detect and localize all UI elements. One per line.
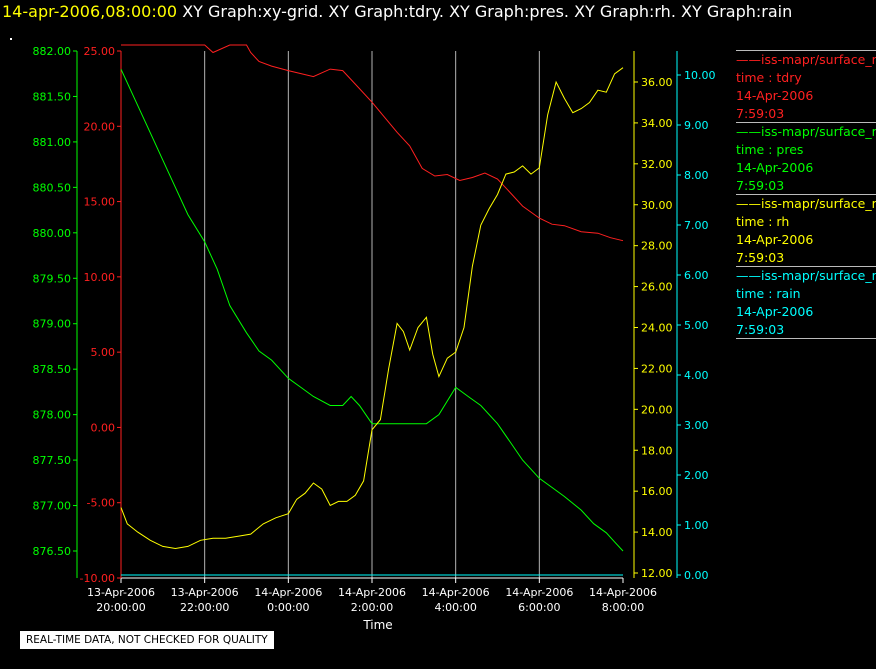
x-tick-label: 8:00:00 bbox=[602, 601, 644, 614]
rh-tick-label: 14.00 bbox=[641, 526, 673, 539]
tdry-tick-label: 25.00 bbox=[84, 45, 116, 58]
pres-tick-label: 881.50 bbox=[33, 90, 72, 103]
rh-tick-label: 32.00 bbox=[641, 158, 673, 171]
rh-tick-label: 26.00 bbox=[641, 281, 673, 294]
rh-tick-label: 34.00 bbox=[641, 117, 673, 130]
tdry-tick-label: 0.00 bbox=[91, 421, 116, 434]
rh-tick-label: 36.00 bbox=[641, 76, 673, 89]
legend-var: time : tdry bbox=[736, 70, 802, 85]
legend-time: 7:59:03 bbox=[736, 106, 785, 121]
rh-tick-label: 30.00 bbox=[641, 199, 673, 212]
legend-date: 14-Apr-2006 bbox=[736, 160, 814, 175]
rain-tick-label: 1.00 bbox=[684, 519, 709, 532]
tdry-tick-label: 10.00 bbox=[84, 271, 116, 284]
rh-tick-label: 28.00 bbox=[641, 240, 673, 253]
x-tick-label: 4:00:00 bbox=[434, 601, 476, 614]
x-tick-label: 0:00:00 bbox=[267, 601, 309, 614]
legend-time: 7:59:03 bbox=[736, 178, 785, 193]
x-axis-label: Time bbox=[362, 618, 392, 632]
tdry-tick-label: 15.00 bbox=[84, 196, 116, 209]
legend-date: 14-Apr-2006 bbox=[736, 88, 814, 103]
pres-tick-label: 878.00 bbox=[33, 409, 72, 422]
tdry-tick-label: 20.00 bbox=[84, 120, 116, 133]
x-tick-label: 20:00:00 bbox=[96, 601, 145, 614]
pres-tick-label: 882.00 bbox=[33, 45, 72, 58]
x-tick-label: 14-Apr-2006 bbox=[422, 586, 490, 599]
legend-name: ——iss-mapr/surface_m bbox=[736, 196, 876, 211]
pres-tick-label: 878.50 bbox=[33, 363, 72, 376]
legend-name: ——iss-mapr/surface_m bbox=[736, 124, 876, 139]
tdry-tick-label: -5.00 bbox=[87, 497, 115, 510]
rain-tick-label: 0.00 bbox=[684, 569, 709, 582]
x-tick-label: 2:00:00 bbox=[351, 601, 393, 614]
legend-name: ——iss-mapr/surface_m bbox=[736, 268, 876, 283]
pres-tick-label: 877.50 bbox=[33, 454, 72, 467]
legend-var: time : pres bbox=[736, 142, 804, 157]
axes: 13-Apr-2006 20:00:00 13-Apr-2006 22:00:00 14… bbox=[33, 45, 716, 614]
rh-tick-label: 24.00 bbox=[641, 322, 673, 335]
x-tick-label: 14-Apr-2006 bbox=[338, 586, 406, 599]
quality-disclaimer: REAL-TIME DATA, NOT CHECKED FOR QUALITY bbox=[20, 631, 274, 649]
rain-tick-label: 10.00 bbox=[684, 69, 716, 82]
series-lines bbox=[120, 44, 624, 576]
legend-divider bbox=[736, 338, 876, 339]
pres-tick-label: 879.50 bbox=[33, 272, 72, 285]
x-tick-label: 14-Apr-2006 bbox=[505, 586, 573, 599]
pres-tick-label: 879.00 bbox=[33, 318, 72, 331]
rain-tick-label: 7.00 bbox=[684, 219, 709, 232]
pres-tick-label: 881.00 bbox=[33, 136, 72, 149]
x-tick-label: 13-Apr-2006 bbox=[87, 586, 155, 599]
pres-tick-label: 880.50 bbox=[33, 181, 72, 194]
rh-tick-label: 12.00 bbox=[641, 567, 673, 580]
rh-tick-label: 18.00 bbox=[641, 444, 673, 457]
rain-tick-label: 8.00 bbox=[684, 169, 709, 182]
x-tick-label: 14-Apr-2006 bbox=[589, 586, 657, 599]
rain-tick-label: 6.00 bbox=[684, 269, 709, 282]
x-tick-label: 6:00:00 bbox=[518, 601, 560, 614]
legend: ——iss-mapr/surface_m time : tdry 14-Apr-20… bbox=[736, 50, 876, 339]
header-datetime: 14-apr-2006,08:00:00 bbox=[2, 2, 178, 21]
rain-tick-label: 2.00 bbox=[684, 469, 709, 482]
legend-var: time : rain bbox=[736, 286, 801, 301]
marker-dot bbox=[10, 38, 12, 40]
graph-header: 14-apr-2006,08:00:00 XY Graph:xy-grid. X… bbox=[0, 0, 876, 28]
series-rh-line bbox=[120, 67, 624, 550]
pres-tick-label: 880.00 bbox=[33, 227, 72, 240]
series-pres-line bbox=[120, 68, 624, 552]
rain-tick-label: 4.00 bbox=[684, 369, 709, 382]
grid-lines bbox=[204, 51, 540, 578]
series-tdry-line bbox=[121, 44, 624, 242]
legend-date: 14-Apr-2006 bbox=[736, 232, 814, 247]
rh-tick-label: 20.00 bbox=[641, 403, 673, 416]
rain-tick-label: 3.00 bbox=[684, 419, 709, 432]
legend-time: 7:59:03 bbox=[736, 250, 785, 265]
header-graph-titles: XY Graph:xy-grid. XY Graph:tdry. XY Grap… bbox=[182, 2, 793, 21]
pres-tick-label: 877.00 bbox=[33, 500, 72, 513]
rain-tick-label: 5.00 bbox=[684, 319, 709, 332]
legend-date: 14-Apr-2006 bbox=[736, 304, 814, 319]
x-tick-label: 22:00:00 bbox=[180, 601, 229, 614]
x-tick-label: 13-Apr-2006 bbox=[171, 586, 239, 599]
rh-tick-label: 16.00 bbox=[641, 485, 673, 498]
legend-var: time : rh bbox=[736, 214, 790, 229]
pres-tick-label: 876.50 bbox=[33, 545, 72, 558]
legend-name: ——iss-mapr/surface_m bbox=[736, 52, 876, 67]
tdry-tick-label: -10.00 bbox=[80, 572, 115, 585]
rh-tick-label: 22.00 bbox=[641, 362, 673, 375]
legend-time: 7:59:03 bbox=[736, 322, 785, 337]
tdry-tick-label: 5.00 bbox=[91, 346, 116, 359]
x-tick-label: 14-Apr-2006 bbox=[254, 586, 322, 599]
rain-tick-label: 9.00 bbox=[684, 119, 709, 132]
